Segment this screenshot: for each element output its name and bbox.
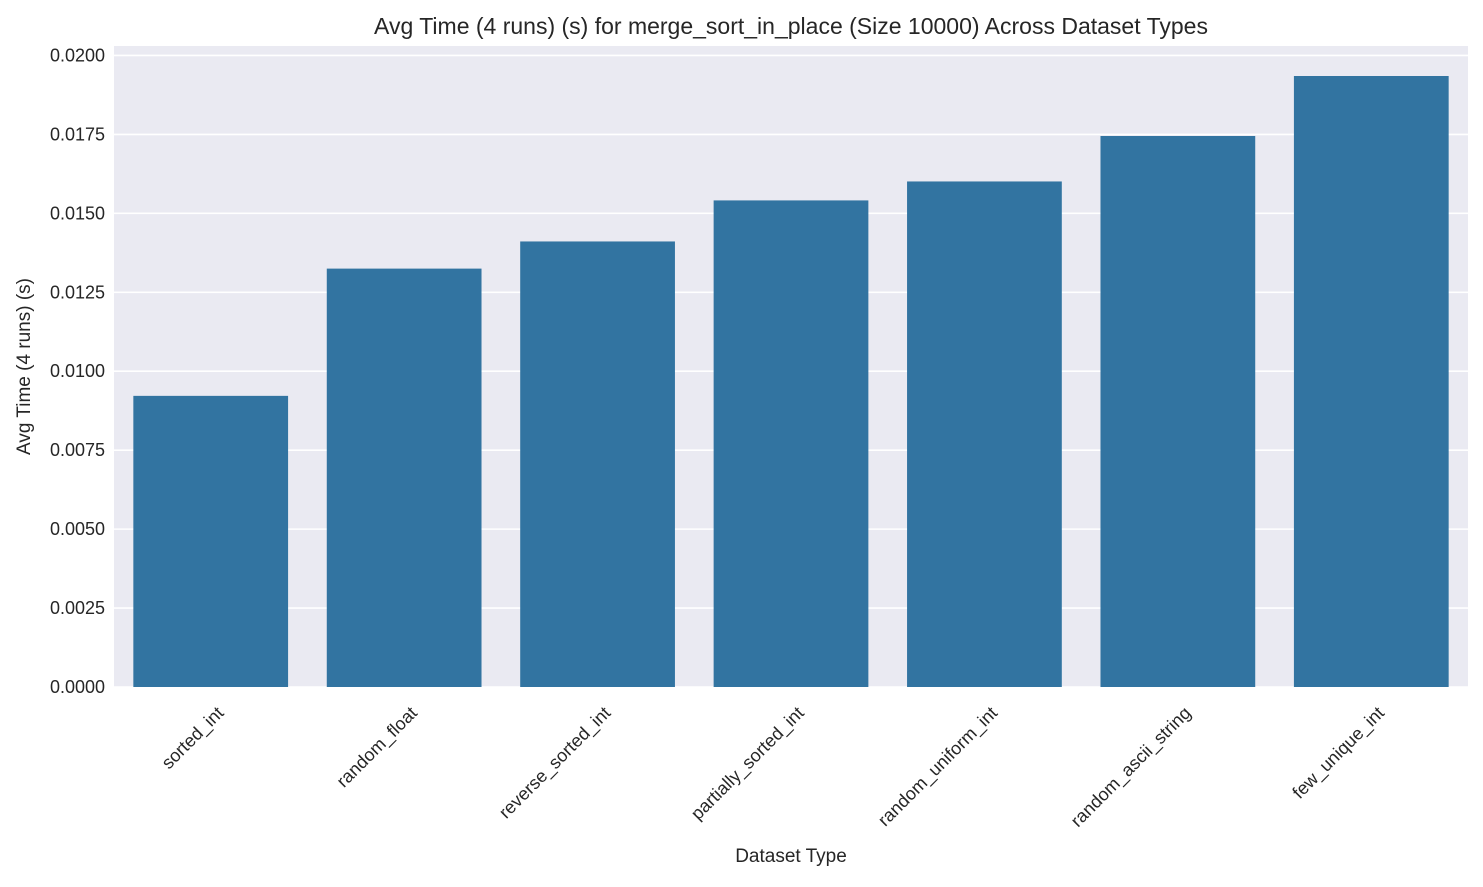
bar-reverse-sorted-int: [520, 241, 675, 687]
bar-random-ascii-string: [1100, 135, 1256, 687]
y-tick-label: 0.0000: [50, 677, 105, 697]
x-tick-label: reverse_sorted_int: [495, 703, 615, 823]
y-tick-label: 0.0025: [50, 598, 105, 618]
x-tick-label: random_ascii_string: [1067, 703, 1196, 832]
y-tick-label: 0.0100: [50, 361, 105, 381]
y-tick-label: 0.0125: [50, 282, 105, 302]
y-axis-label: Avg Time (4 runs) (s): [14, 278, 35, 455]
y-tick-label: 0.0150: [50, 203, 105, 223]
bars: [133, 75, 1449, 687]
bar-few-unique-int: [1293, 75, 1449, 687]
x-tick-label: random_float: [333, 703, 422, 792]
x-axis-ticks: sorted_int random_float reverse_sorted_int…: [158, 703, 1389, 832]
y-tick-label: 0.0200: [50, 45, 105, 65]
bar-random-float: [326, 268, 482, 687]
bar-random-uniform-int: [907, 181, 1062, 687]
x-axis-label: Dataset Type: [735, 846, 847, 867]
chart-title: Avg Time (4 runs) (s) for merge_sort_in_…: [374, 13, 1208, 39]
y-tick-label: 0.0175: [50, 124, 105, 144]
bar-partially-sorted-int: [713, 200, 869, 687]
x-tick-label: random_uniform_int: [874, 703, 1002, 831]
x-tick-label: few_unique_int: [1288, 703, 1388, 803]
x-tick-label: partially_sorted_int: [687, 703, 809, 825]
x-tick-label: sorted_int: [158, 703, 229, 774]
y-axis-ticks: 0.0000 0.0025 0.0050 0.0075 0.0100 0.0125 0.01…: [50, 45, 105, 697]
y-tick-label: 0.0075: [50, 440, 105, 460]
bar-sorted-int: [133, 395, 289, 687]
y-tick-label: 0.0050: [50, 519, 105, 539]
